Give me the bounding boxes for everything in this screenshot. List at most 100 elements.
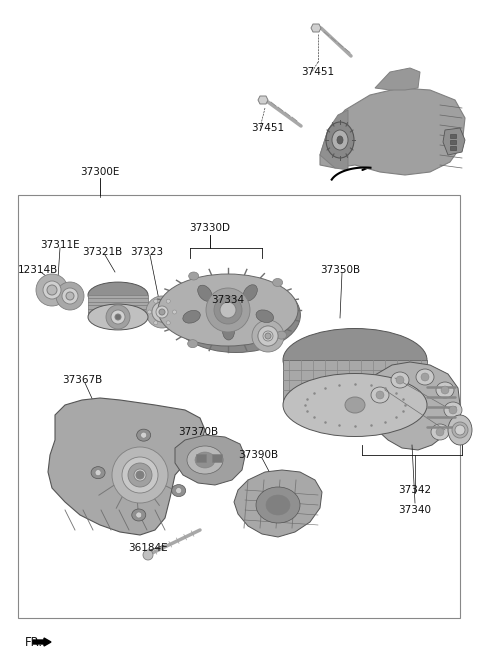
Ellipse shape [345,397,365,413]
Ellipse shape [158,274,298,346]
Polygon shape [175,435,245,485]
Ellipse shape [134,469,146,481]
Text: 37451: 37451 [301,67,335,77]
Text: 37390B: 37390B [238,450,278,460]
Polygon shape [311,24,321,32]
Ellipse shape [141,432,147,438]
Ellipse shape [198,285,212,301]
Ellipse shape [376,391,384,399]
Polygon shape [283,360,427,405]
Ellipse shape [47,285,57,295]
Ellipse shape [95,470,101,476]
Ellipse shape [371,387,389,403]
Text: FR.: FR. [25,636,43,649]
Ellipse shape [189,272,199,280]
Ellipse shape [172,485,186,497]
Text: 37340: 37340 [398,505,432,515]
Bar [450,146,456,150]
Ellipse shape [258,326,278,346]
Ellipse shape [91,466,105,479]
Ellipse shape [243,285,257,301]
Ellipse shape [183,310,200,323]
Text: 36184E: 36184E [128,543,168,553]
Ellipse shape [56,282,84,310]
Bar [450,140,456,144]
Text: 37334: 37334 [211,295,245,305]
Ellipse shape [112,447,168,503]
Ellipse shape [137,429,151,441]
Ellipse shape [265,333,271,339]
Ellipse shape [396,376,404,384]
Ellipse shape [273,279,283,287]
Ellipse shape [106,305,130,329]
Bar [212,454,222,462]
Ellipse shape [156,306,168,318]
Polygon shape [320,88,465,175]
Ellipse shape [159,309,165,315]
Text: 37311E: 37311E [40,240,80,250]
Text: 37370B: 37370B [178,427,218,437]
Ellipse shape [88,304,148,330]
Polygon shape [258,96,268,104]
Ellipse shape [152,302,172,322]
Ellipse shape [166,299,170,303]
Ellipse shape [172,310,177,314]
Text: 37451: 37451 [252,123,285,133]
Ellipse shape [256,310,274,323]
Ellipse shape [441,386,449,394]
Text: 37350B: 37350B [320,265,360,275]
Ellipse shape [252,320,284,352]
Ellipse shape [258,326,278,346]
Ellipse shape [195,452,215,468]
Bar [450,134,456,138]
Ellipse shape [62,288,78,304]
Text: 37321B: 37321B [82,247,122,257]
Polygon shape [362,362,460,450]
Ellipse shape [143,550,153,560]
Text: 12314B: 12314B [18,265,58,275]
Ellipse shape [220,302,236,318]
Ellipse shape [66,292,74,300]
Ellipse shape [276,331,287,339]
Ellipse shape [111,310,125,324]
Ellipse shape [283,373,427,436]
Ellipse shape [266,495,290,515]
Ellipse shape [449,406,457,414]
Ellipse shape [188,340,198,348]
Ellipse shape [176,487,182,493]
Polygon shape [48,398,205,535]
Ellipse shape [172,277,300,352]
Ellipse shape [263,331,273,341]
Ellipse shape [132,509,146,521]
Ellipse shape [332,130,348,150]
Ellipse shape [337,136,343,144]
Polygon shape [234,470,322,537]
Ellipse shape [448,415,472,445]
Ellipse shape [436,382,454,398]
Ellipse shape [136,512,142,518]
Bar [18,195,460,618]
Ellipse shape [283,329,427,392]
Polygon shape [320,110,348,170]
FancyArrow shape [33,638,51,646]
Ellipse shape [115,314,121,320]
Ellipse shape [136,471,144,479]
Polygon shape [88,295,148,317]
Text: 37300E: 37300E [80,167,120,177]
Polygon shape [375,68,420,90]
Ellipse shape [444,402,462,418]
Ellipse shape [43,281,61,299]
Text: 37323: 37323 [131,247,164,257]
Ellipse shape [455,425,465,435]
Ellipse shape [416,369,434,385]
Ellipse shape [421,373,429,381]
Ellipse shape [187,446,223,474]
Ellipse shape [146,296,178,328]
Polygon shape [443,128,465,155]
Ellipse shape [166,321,170,325]
Ellipse shape [326,122,354,158]
Ellipse shape [431,424,449,440]
Ellipse shape [152,302,172,322]
Ellipse shape [391,372,409,388]
Ellipse shape [36,274,68,306]
